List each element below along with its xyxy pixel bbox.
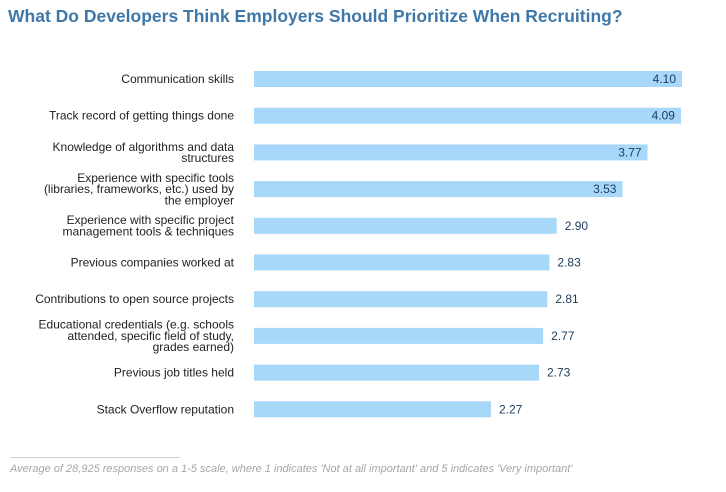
bar bbox=[254, 291, 548, 308]
category-label: Track record of getting things done bbox=[49, 109, 234, 123]
bar bbox=[254, 71, 682, 87]
bar bbox=[254, 327, 544, 344]
bar-value-label: 3.53 bbox=[593, 182, 617, 196]
category-label: Educational credentials (e.g. schools att… bbox=[39, 318, 234, 354]
bar bbox=[254, 254, 550, 271]
bar-value-label: 4.09 bbox=[652, 109, 676, 123]
category-label: Previous job titles held bbox=[114, 366, 234, 380]
footnote-divider bbox=[10, 457, 180, 458]
category-label: Contributions to open source projects bbox=[35, 292, 234, 306]
category-label: Stack Overflow reputation bbox=[97, 402, 234, 416]
bar-value-label: 2.90 bbox=[565, 219, 589, 233]
bar-value-label: 4.10 bbox=[653, 72, 677, 86]
category-label: Previous companies worked at bbox=[71, 256, 235, 270]
chart-title: What Do Developers Think Employers Shoul… bbox=[8, 6, 623, 26]
category-label: Experience with specific project manageme… bbox=[63, 213, 235, 238]
bar-value-label: 2.77 bbox=[551, 329, 575, 343]
bar bbox=[254, 181, 623, 198]
category-label: Communication skills bbox=[121, 72, 234, 86]
bar bbox=[254, 364, 539, 381]
footnote: Average of 28,925 responses on a 1-5 sca… bbox=[10, 463, 573, 475]
bar-value-label: 3.77 bbox=[618, 145, 642, 159]
bar bbox=[254, 217, 557, 234]
bar-value-label: 2.81 bbox=[555, 292, 579, 306]
bar bbox=[254, 144, 648, 161]
bar-value-label: 2.73 bbox=[547, 366, 571, 380]
category-label: Knowledge of algorithms and data structur… bbox=[53, 140, 235, 165]
bar bbox=[254, 401, 491, 418]
category-label: Experience with specific tools (libraries… bbox=[44, 171, 234, 207]
bar-value-label: 2.27 bbox=[499, 402, 523, 416]
bar-value-label: 2.83 bbox=[557, 256, 581, 270]
bar bbox=[254, 107, 681, 124]
